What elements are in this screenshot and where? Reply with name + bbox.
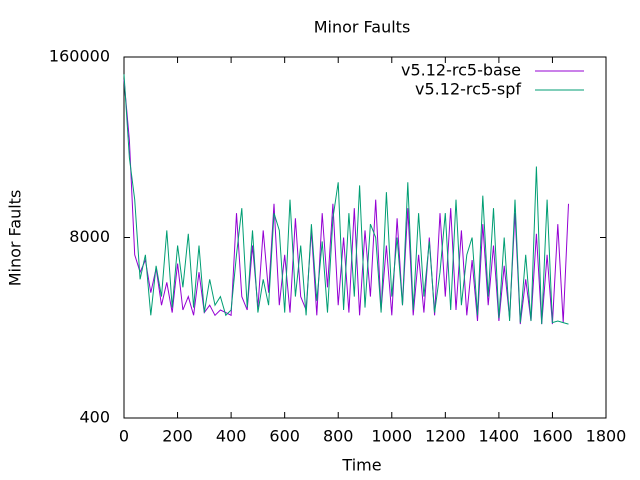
x-tick-label: 800: [323, 427, 354, 446]
y-axis-label: Minor Faults: [6, 190, 25, 287]
y-tick-label: 160000: [49, 47, 110, 66]
series-line: [123, 79, 569, 325]
y-tick-label: 8000: [69, 227, 110, 246]
x-tick-label: 1400: [479, 427, 520, 446]
x-tick-label: 1000: [371, 427, 412, 446]
legend-label: v5.12-rc5-base: [401, 61, 521, 80]
x-tick-label: 600: [269, 427, 300, 446]
x-tick-label: 0: [119, 427, 129, 446]
series-line: [123, 74, 569, 325]
x-tick-label: 1800: [586, 427, 627, 446]
x-tick-label: 400: [216, 427, 247, 446]
x-tick-label: 200: [162, 427, 193, 446]
y-tick-label: 400: [79, 408, 110, 427]
x-tick-label: 1200: [425, 427, 466, 446]
x-tick-label: 1600: [532, 427, 573, 446]
x-axis-label: Time: [341, 456, 381, 475]
chart-title: Minor Faults: [314, 18, 411, 37]
legend-label: v5.12-rc5-spf: [415, 80, 521, 99]
